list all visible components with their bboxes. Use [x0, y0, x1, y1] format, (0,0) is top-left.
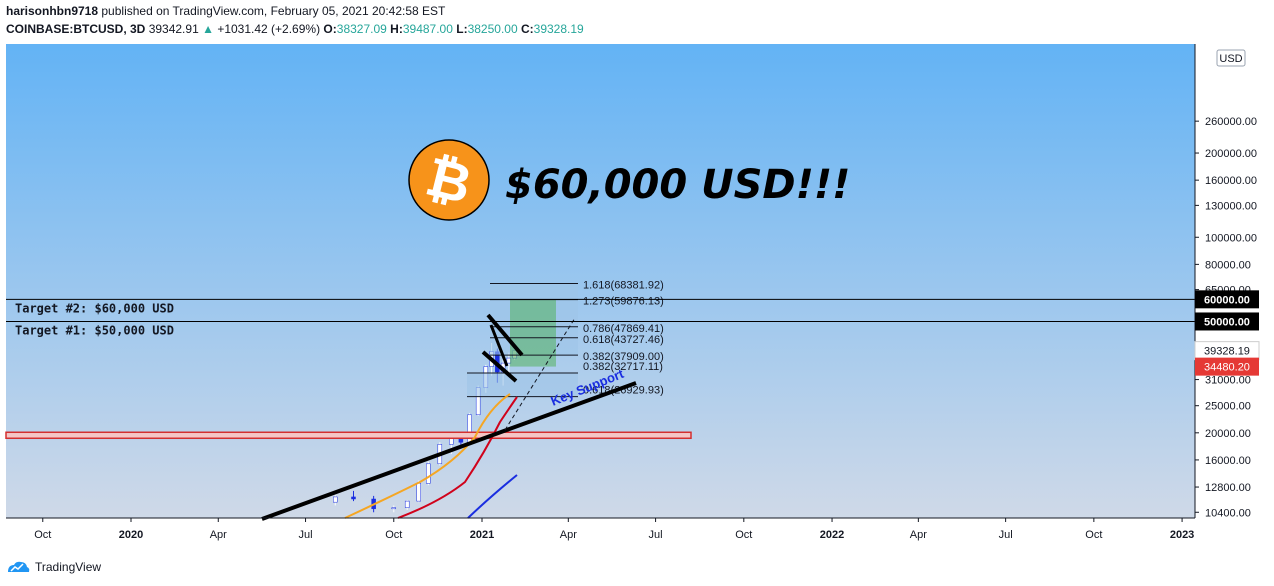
symbol-name[interactable]: COINBASE:BTCUSD, 3D	[6, 22, 146, 36]
current-price-label: 39328.19	[1204, 346, 1250, 358]
bull-flag-pole-line	[489, 324, 509, 367]
publish-info: harisonhbn9718 published on TradingView.…	[6, 4, 445, 18]
high-label: H:	[390, 22, 403, 36]
target-level-label: Target #1: $50,000 USD	[15, 323, 174, 337]
publisher-name[interactable]: harisonhbn9718	[6, 4, 99, 18]
price-tick-label: 100000.00	[1205, 232, 1257, 244]
up-arrow-icon: ▲	[202, 22, 214, 36]
fib-retracement-box	[467, 373, 578, 397]
level-price-tag-label: 50000.00	[1204, 316, 1250, 328]
symbol-info: COINBASE:BTCUSD, 3D 39342.91 ▲ +1031.42 …	[6, 22, 584, 36]
publish-date: published on TradingView.com, February 0…	[101, 4, 446, 18]
time-tick-label: Oct	[735, 529, 752, 541]
open-value: 38327.09	[336, 22, 387, 36]
time-tick-label: Apr	[910, 529, 927, 541]
price-tick-label: 10400.00	[1205, 507, 1251, 519]
countdown-price-label: 34480.20	[1204, 362, 1250, 374]
level-price-tag	[1195, 312, 1259, 331]
candle-body	[416, 483, 421, 502]
candle-body	[333, 496, 338, 503]
fib-level-label: 1.618(68381.92)	[583, 279, 664, 291]
time-tick-label: 2023	[1170, 529, 1194, 541]
tradingview-logo-icon	[8, 561, 30, 572]
price-tick-label: 260000.00	[1205, 116, 1257, 128]
time-tick-label: 2020	[119, 529, 143, 541]
time-tick-label: 2022	[820, 529, 844, 541]
candle-body	[391, 507, 397, 510]
last-price: 39342.91	[148, 22, 199, 36]
countdown-price-tag	[1195, 357, 1259, 376]
tradingview-brand: TradingView	[35, 560, 102, 574]
currency-label: USD	[1219, 53, 1242, 65]
price-axis[interactable]: 10400.00 12800.00 16000.00 20000.00 25000.00…	[1194, 44, 1260, 519]
close-value: 39328.19	[533, 22, 584, 36]
close-label: C:	[520, 22, 534, 36]
price-tick-label: 12800.00	[1205, 482, 1251, 494]
key-support-trendline	[261, 381, 637, 521]
candle-body	[351, 496, 356, 500]
price-chart[interactable]: 1.618(68381.92) 1.273(59876.13) 0.786(4786…	[0, 42, 1274, 552]
open-label: O:	[323, 22, 337, 36]
tradingview-footer[interactable]: TradingView	[6, 560, 101, 574]
level-price-tag-label: 60000.00	[1204, 294, 1250, 306]
price-change: +1031.42 (+2.69%)	[217, 22, 321, 36]
candle-body	[404, 500, 410, 508]
ema-blue-line	[467, 474, 518, 519]
ema-orange-line	[344, 393, 511, 519]
price-tick-label: 16000.00	[1205, 455, 1251, 467]
low-label: L:	[456, 22, 468, 36]
fib-level-label: 0.382(37909.00)	[583, 351, 664, 363]
take-profit-box	[510, 299, 556, 367]
bull-flag-bottom-line	[481, 350, 518, 383]
low-value: 38250.00	[467, 22, 518, 36]
candle-body	[426, 463, 431, 484]
currency-badge	[1216, 49, 1246, 67]
time-axis[interactable]: Oct 2020 Apr Jul Oct 2021 Apr Jul Oct 2022 Apr Jul O…	[6, 517, 1195, 541]
target-level-label: Target #2: $60,000 USD	[15, 301, 174, 315]
chart-title: $60,000 USD!!!	[505, 162, 850, 208]
dashed-channel-line	[504, 317, 576, 431]
price-tick-label: 160000.00	[1205, 175, 1257, 187]
ema-red-line	[397, 396, 518, 519]
time-tick-label: Jul	[299, 529, 313, 541]
time-tick-label: Oct	[385, 529, 402, 541]
time-tick-label: Jul	[999, 529, 1013, 541]
fib-level-label: 1.273(59876.13)	[583, 296, 664, 308]
price-tick-label: 130000.00	[1205, 200, 1257, 212]
price-tick-label: 80000.00	[1205, 259, 1251, 271]
fib-level-label: 0.382(32717.11)	[583, 361, 663, 373]
time-tick-label: Jul	[649, 529, 663, 541]
price-tick-label: 31000.00	[1205, 375, 1251, 387]
high-value: 39487.00	[402, 22, 453, 36]
level-price-tag	[1195, 290, 1259, 309]
time-tick-label: Oct	[1085, 529, 1102, 541]
time-tick-label: Apr	[210, 529, 227, 541]
price-tick-label: 25000.00	[1205, 401, 1251, 413]
fib-level-label: 0.786(47869.41)	[583, 323, 664, 335]
time-tick-label: Apr	[560, 529, 577, 541]
time-tick-label: Oct	[34, 529, 51, 541]
price-tick-label: 200000.00	[1205, 148, 1257, 160]
support-zone	[5, 431, 692, 440]
drawings-layer: 1.618(68381.92) 1.273(59876.13) 0.786(4786…	[5, 139, 1195, 521]
bitcoin-logo-icon	[408, 139, 490, 221]
price-tick-label: 20000.00	[1205, 428, 1251, 440]
time-tick-label: 2021	[470, 529, 494, 541]
fib-level-label: 0.618(43727.46)	[583, 334, 664, 346]
